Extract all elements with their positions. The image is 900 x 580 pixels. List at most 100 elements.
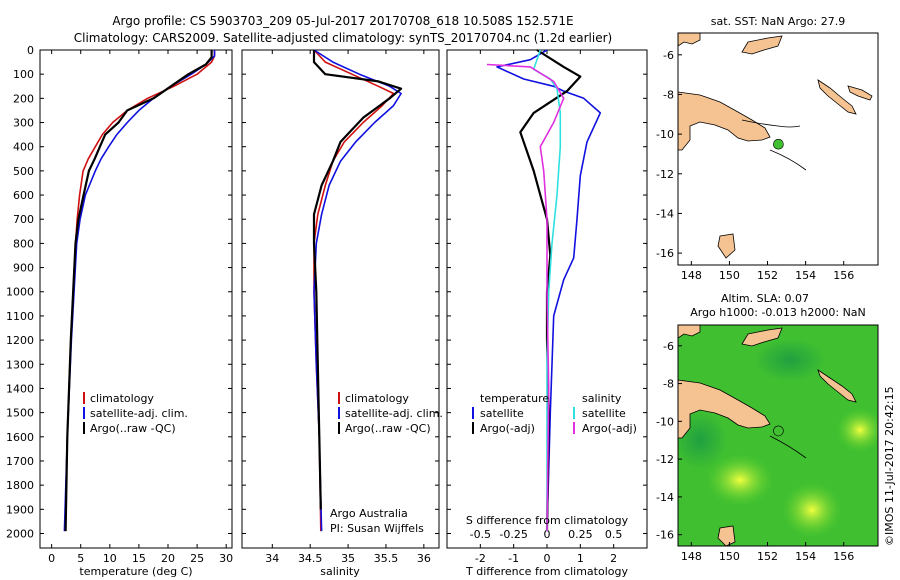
legend-title-salinity: salinity xyxy=(582,392,622,405)
s-tick-label: 0.25 xyxy=(568,528,593,541)
series-line-t-argo-adj- xyxy=(519,49,582,532)
t-difference-xlabel: T difference from climatology xyxy=(465,565,628,578)
imos-timestamp: ©IMOS 11-Jul-2017 20:42:15 xyxy=(883,386,896,546)
map-y-tick-label: -6 xyxy=(663,340,674,353)
map-y-tick-label: -6 xyxy=(663,49,674,62)
depth-tick-label: 500 xyxy=(13,165,34,178)
map-y-tick-label: -12 xyxy=(656,453,674,466)
map-x-tick-label: 150 xyxy=(719,269,740,282)
sst-map-title: sat. SST: NaN Argo: 27.9 xyxy=(711,15,845,28)
depth-tick-label: 1800 xyxy=(6,479,34,492)
sst-land-north xyxy=(678,33,701,47)
sla-island-chain xyxy=(769,435,807,459)
series-line-argo-raw-qc- xyxy=(312,50,403,510)
depth-tick-label: 1500 xyxy=(6,407,34,420)
sla-land-north xyxy=(678,325,701,339)
depth-tick-label: 1100 xyxy=(6,310,34,323)
x-tick-label: 0 xyxy=(544,552,551,565)
sla-map-frame xyxy=(677,324,879,547)
series-line-climatology xyxy=(64,50,216,532)
map-y-tick-label: -8 xyxy=(663,378,674,391)
x-tick-label: 0 xyxy=(48,552,55,565)
sla-land-new-britain xyxy=(741,327,783,347)
sla-high-anomaly xyxy=(706,454,774,506)
legend-label: Argo(..raw -QC) xyxy=(90,422,176,435)
x-tick-label: 34.5 xyxy=(298,552,323,565)
sla-map-content xyxy=(678,325,878,546)
legend-label: satellite-adj. clim. xyxy=(90,407,188,420)
x-tick-label: 35.5 xyxy=(374,552,399,565)
x-tick-label: 5 xyxy=(77,552,84,565)
depth-tick-label: 700 xyxy=(13,213,34,226)
sla-land-australia xyxy=(717,525,736,546)
sla-map-title-line1: Altim. SLA: 0.07 xyxy=(721,292,809,305)
series-line-satellite-adj-clim- xyxy=(63,50,216,532)
depth-tick-label: 1300 xyxy=(6,358,34,371)
temperature-xlabel: temperature (deg C) xyxy=(79,565,192,578)
sst-reef-outline xyxy=(741,119,801,128)
x-tick-label: -1 xyxy=(508,552,519,565)
difference-plot: -2 -1 0 1 2 -0.5 -0.25 0 0.25 0.5 xyxy=(470,49,623,565)
temperature-legend: climatology satellite-adj. clim. Argo(..… xyxy=(83,392,188,435)
header-title-line2: Climatology: CARS2009. Satellite-adjuste… xyxy=(74,31,612,45)
map-y-tick-label: -14 xyxy=(656,207,674,220)
legend-label: satellite xyxy=(582,407,626,420)
sst-land-new-guinea xyxy=(678,91,771,151)
sla-map-title-line2: Argo h1000: -0.013 h2000: NaN xyxy=(690,306,866,319)
salinity-panel-frame xyxy=(241,49,440,549)
salinity-annotation-institution: Argo Australia xyxy=(330,507,408,520)
map-x-tick-label: 152 xyxy=(757,269,778,282)
sla-map-axes: 148 150 152 154 156 -6 -8 -10 -12 -14 -16 xyxy=(656,340,854,563)
map-y-tick-label: -16 xyxy=(656,247,674,260)
legend-label: Argo(-adj) xyxy=(480,422,535,435)
sst-land-new-britain xyxy=(741,35,783,55)
legend-label: Argo(-adj) xyxy=(582,422,637,435)
legend-label: climatology xyxy=(345,392,409,405)
series-line-t-satellite xyxy=(496,49,602,532)
map-y-tick-label: -12 xyxy=(656,168,674,181)
s-tick-label: -0.25 xyxy=(499,528,527,541)
depth-tick-label: 400 xyxy=(13,141,34,154)
depth-tick-label: 800 xyxy=(13,237,34,250)
map-y-tick-label: -14 xyxy=(656,491,674,504)
map-x-tick-label: 154 xyxy=(795,269,816,282)
x-tick-label: 25 xyxy=(190,552,204,565)
map-x-tick-label: 148 xyxy=(681,269,702,282)
s-tick-label: 0.5 xyxy=(605,528,623,541)
legend-label: satellite-adj. clim. xyxy=(345,407,443,420)
map-y-tick-label: -8 xyxy=(663,88,674,101)
salinity-legend: climatology satellite-adj. clim. Argo(..… xyxy=(338,392,443,435)
x-tick-label: -2 xyxy=(475,552,486,565)
sla-high-anomaly xyxy=(836,408,878,452)
depth-tick-label: 1700 xyxy=(6,455,34,468)
s-tick-label: -0.5 xyxy=(470,528,491,541)
map-x-tick-label: 152 xyxy=(757,550,778,563)
map-x-tick-label: 156 xyxy=(833,269,854,282)
x-tick-label: 2 xyxy=(610,552,617,565)
map-x-tick-label: 150 xyxy=(719,550,740,563)
x-tick-label: 1 xyxy=(577,552,584,565)
legend-label: climatology xyxy=(90,392,154,405)
series-line-s-argo-adj- xyxy=(486,63,565,532)
map-x-tick-label: 148 xyxy=(681,550,702,563)
salinity-plot: 34 34.5 35 35.5 36 xyxy=(265,49,431,565)
sst-land-solomons xyxy=(847,85,873,101)
depth-tick-label: 600 xyxy=(13,189,34,202)
header-title-line1: Argo profile: CS 5903703_209 05-Jul-2017… xyxy=(112,14,573,28)
legend-label: satellite xyxy=(480,407,524,420)
series-line-climatology xyxy=(313,49,395,532)
sst-land-bougainville xyxy=(817,79,857,115)
x-tick-label: 15 xyxy=(132,552,146,565)
sla-argo-float-marker xyxy=(773,425,784,437)
temperature-panel-frame xyxy=(39,49,233,549)
sst-island-chain xyxy=(769,149,807,171)
sst-map-axes: 148 150 152 154 156 -6 -8 -10 -12 -14 -16 xyxy=(656,49,854,282)
sst-map-frame xyxy=(677,32,879,266)
map-x-tick-label: 156 xyxy=(833,550,854,563)
depth-tick-label: 2000 xyxy=(6,527,34,540)
map-y-tick-label: -10 xyxy=(656,128,674,141)
s-difference-label: S difference from climatology xyxy=(466,514,629,527)
salinity-annotation-pi: PI: Susan Wijffels xyxy=(330,522,424,535)
sla-land-new-guinea xyxy=(678,379,771,439)
